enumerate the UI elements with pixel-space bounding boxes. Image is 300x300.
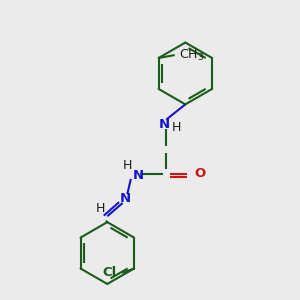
Text: O: O bbox=[194, 167, 206, 180]
Text: Cl: Cl bbox=[102, 266, 116, 279]
Text: N: N bbox=[133, 169, 144, 182]
Text: H: H bbox=[172, 122, 181, 134]
Text: H: H bbox=[95, 202, 105, 215]
Text: CH$_3$: CH$_3$ bbox=[179, 47, 204, 63]
Text: N: N bbox=[119, 192, 130, 205]
Text: H: H bbox=[123, 159, 133, 172]
Text: N: N bbox=[159, 118, 170, 131]
